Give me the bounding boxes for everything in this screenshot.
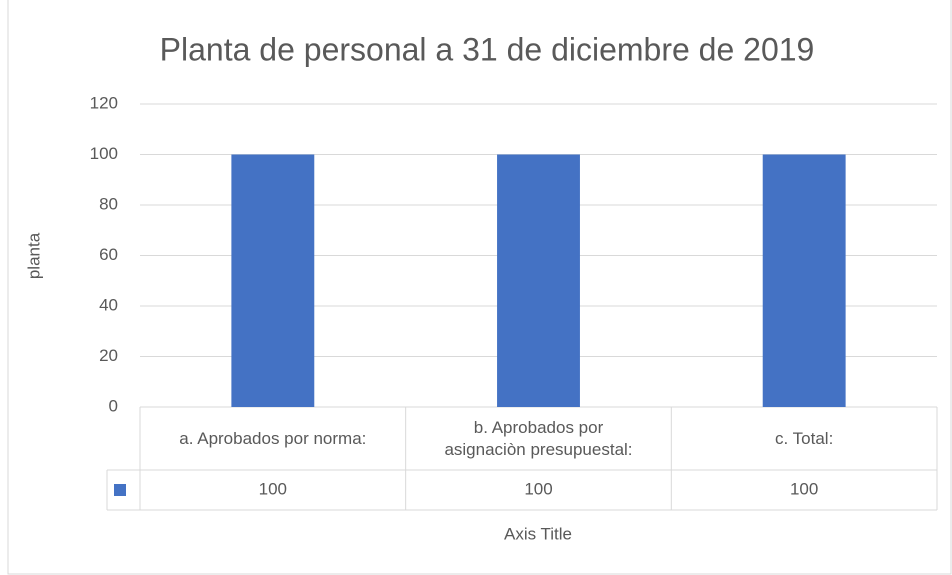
table-value: 100 (524, 479, 552, 498)
legend-key (114, 484, 126, 496)
bar (497, 154, 580, 407)
y-tick-label: 60 (99, 245, 118, 264)
y-tick-label: 40 (99, 295, 118, 314)
x-tick-label: c. Total: (775, 428, 834, 448)
y-tick-label: 0 (109, 396, 118, 415)
y-tick-label: 120 (90, 93, 118, 112)
x-tick-label: a. Aprobados por norma: (179, 428, 367, 448)
y-tick-label: 100 (90, 144, 118, 163)
table-value: 100 (259, 479, 287, 498)
y-axis-title: planta (24, 232, 43, 279)
chart-title: Planta de personal a 31 de diciembre de … (160, 31, 815, 67)
table-value: 100 (790, 479, 818, 498)
x-axis-title: Axis Title (504, 524, 572, 543)
x-tick-label: b. Aprobados por asignaciòn presupuestal… (444, 417, 633, 459)
y-tick-label: 80 (99, 194, 118, 213)
bar (762, 154, 846, 407)
y-tick-label: 20 (99, 346, 118, 365)
bar (231, 154, 315, 407)
